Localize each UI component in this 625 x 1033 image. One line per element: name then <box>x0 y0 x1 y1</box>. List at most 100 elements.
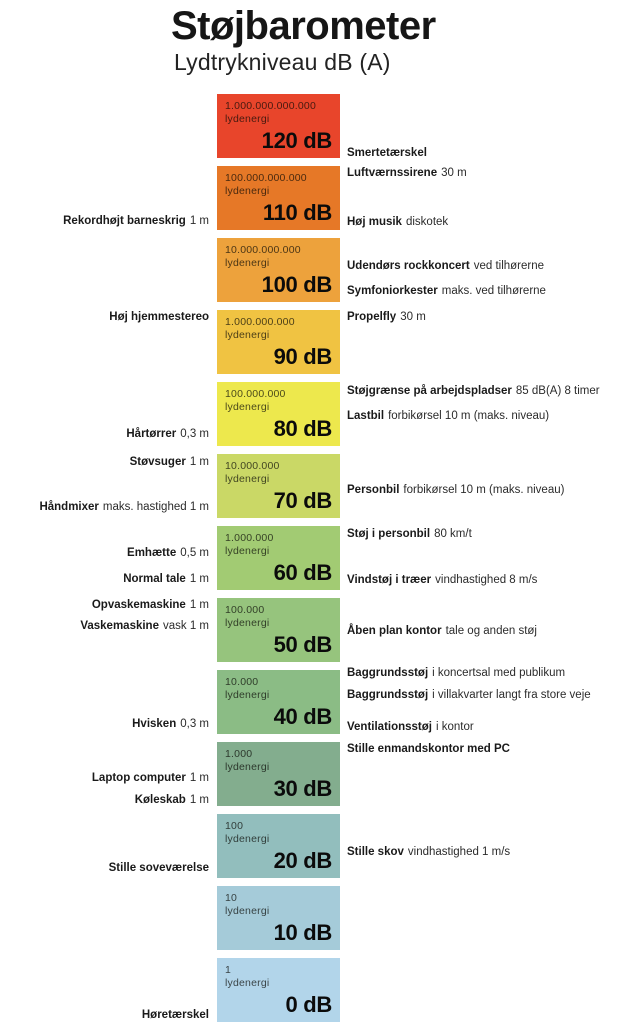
db-block-100: 10.000.000.000 lydenergi 100 dB <box>217 238 340 302</box>
annotation-source: Støj i personbil <box>347 528 431 540</box>
annotation-detail: 0,3 m <box>180 428 209 440</box>
db-level-label: 20 dB <box>273 848 333 873</box>
left-annotation: Hvisken 0,3 m <box>132 717 209 731</box>
sound-energy-value: 10.000 <box>225 676 259 688</box>
annotation-source: Propelfly <box>347 311 397 323</box>
right-annotation: Lastbil forbikørsel 10 m (maks. niveau) <box>347 409 549 423</box>
right-annotation: Ventilationsstøj i kontor <box>347 720 474 734</box>
left-annotation: Stille soveværelse <box>109 861 209 875</box>
annotation-detail: maks. ved tilhørerne <box>441 285 546 297</box>
sound-energy-value: 1.000.000.000.000 <box>225 100 316 112</box>
db-block-110: 100.000.000.000 lydenergi 110 dB <box>217 166 340 230</box>
right-annotation: Propelfly 30 m <box>347 310 426 324</box>
db-level-label: 70 dB <box>273 488 333 513</box>
annotation-detail: tale og anden støj <box>445 625 537 637</box>
db-block-30: 1.000 lydenergi 30 dB <box>217 742 340 806</box>
sound-energy-caption: lydenergi <box>225 905 270 917</box>
annotation-source: Høretærskel <box>141 1009 209 1021</box>
annotation-source: Køleskab <box>134 794 186 806</box>
right-annotation: Luftværnssirene 30 m <box>347 166 467 180</box>
annotation-detail: 0,5 m <box>180 547 209 559</box>
annotation-detail: 1 m <box>189 456 209 468</box>
annotation-source: Høj musik <box>347 216 402 228</box>
db-level-label: 60 dB <box>273 560 333 585</box>
sound-energy-caption: lydenergi <box>225 545 270 557</box>
left-annotation: Vaskemaskine vask 1 m <box>80 619 209 633</box>
left-annotation: Køleskab 1 m <box>135 793 209 807</box>
annotation-detail: i villakvarter langt fra store veje <box>432 689 591 701</box>
db-block-40: 10.000 lydenergi 40 dB <box>217 670 340 734</box>
sound-energy-value: 1.000 <box>225 748 253 760</box>
db-level-label: 120 dB <box>261 128 333 153</box>
sound-energy-caption: lydenergi <box>225 329 270 341</box>
db-block-90: 1.000.000.000 lydenergi 90 dB <box>217 310 340 374</box>
sound-energy-caption: lydenergi <box>225 977 270 989</box>
annotation-detail: 1 m <box>189 599 209 611</box>
db-block-50: 100.000 lydenergi 50 dB <box>217 598 340 662</box>
sound-energy-caption: lydenergi <box>225 473 270 485</box>
right-annotation: Stille skov vindhastighed 1 m/s <box>347 845 510 859</box>
db-block-80: 100.000.000 lydenergi 80 dB <box>217 382 340 446</box>
annotation-source: Symfoniorkester <box>347 285 438 297</box>
annotation-source: Ventilationsstøj <box>347 721 432 733</box>
sound-energy-value: 100.000.000.000 <box>225 172 307 184</box>
annotation-source: Baggrundsstøj <box>347 689 429 701</box>
left-annotation: Hårtørrer 0,3 m <box>126 427 209 441</box>
right-annotation: Åben plan kontor tale og anden støj <box>347 624 537 638</box>
right-annotation: Høj musik diskotek <box>347 215 448 229</box>
right-annotation: Vindstøj i træer vindhastighed 8 m/s <box>347 573 537 587</box>
db-level-label: 40 dB <box>273 704 333 729</box>
annotation-source: Stille enmandskontor med PC <box>347 743 510 755</box>
annotation-source: Stille skov <box>347 846 404 858</box>
sound-energy-caption: lydenergi <box>225 257 270 269</box>
db-level-label: 30 dB <box>273 776 333 801</box>
annotation-source: Lastbil <box>347 410 385 422</box>
right-annotation: Stille enmandskontor med PC <box>347 742 510 756</box>
annotation-source: Normal tale <box>123 573 186 585</box>
annotation-source: Hårtørrer <box>126 428 177 440</box>
db-block-60: 1.000.000 lydenergi 60 dB <box>217 526 340 590</box>
annotation-source: Udendørs rockkoncert <box>347 260 470 272</box>
db-level-label: 80 dB <box>273 416 333 441</box>
annotation-source: Støjgrænse på arbejdspladser <box>347 385 512 397</box>
annotation-detail: 30 m <box>400 311 426 323</box>
sound-energy-value: 10.000.000 <box>225 460 280 472</box>
annotation-source: Hvisken <box>132 718 177 730</box>
left-annotation: Emhætte 0,5 m <box>127 546 209 560</box>
annotation-source: Laptop computer <box>91 772 186 784</box>
annotation-detail: 85 dB(A) 8 timer <box>515 385 600 397</box>
annotation-detail: 80 km/t <box>434 528 472 540</box>
right-annotation: Støj i personbil 80 km/t <box>347 527 472 541</box>
sound-energy-value: 1.000.000 <box>225 532 274 544</box>
db-level-label: 100 dB <box>261 272 333 297</box>
annotation-detail: diskotek <box>405 216 449 228</box>
db-block-10: 10 lydenergi 10 dB <box>217 886 340 950</box>
annotation-source: Smertetærskel <box>347 147 427 159</box>
sound-energy-caption: lydenergi <box>225 689 270 701</box>
db-block-70: 10.000.000 lydenergi 70 dB <box>217 454 340 518</box>
annotation-source: Luftværnssirene <box>347 167 438 179</box>
annotation-detail: i koncertsal med publikum <box>432 667 566 679</box>
db-block-20: 100 lydenergi 20 dB <box>217 814 340 878</box>
db-level-label: 90 dB <box>273 344 333 369</box>
annotation-detail: i kontor <box>436 721 474 733</box>
annotation-source: Åben plan kontor <box>347 625 442 637</box>
left-annotation: Støvsuger 1 m <box>130 455 209 469</box>
annotation-source: Vaskemaskine <box>80 620 159 632</box>
left-annotation: Håndmixer maks. hastighed 1 m <box>39 500 209 514</box>
right-annotation: Personbil forbikørsel 10 m (maks. niveau) <box>347 483 564 497</box>
page-title: Støjbarometer <box>171 4 436 48</box>
db-level-label: 10 dB <box>273 920 333 945</box>
right-annotation: Udendørs rockkoncert ved tilhørerne <box>347 259 544 273</box>
sound-energy-value: 10 <box>225 892 238 904</box>
annotation-source: Høj hjemmestereo <box>109 311 209 323</box>
annotation-detail: 0,3 m <box>180 718 209 730</box>
sound-energy-value: 100 <box>225 820 244 832</box>
sound-energy-caption: lydenergi <box>225 833 270 845</box>
sound-energy-caption: lydenergi <box>225 761 270 773</box>
annotation-source: Stille soveværelse <box>108 862 209 874</box>
annotation-source: Personbil <box>347 484 400 496</box>
annotation-detail: vask 1 m <box>162 620 209 632</box>
